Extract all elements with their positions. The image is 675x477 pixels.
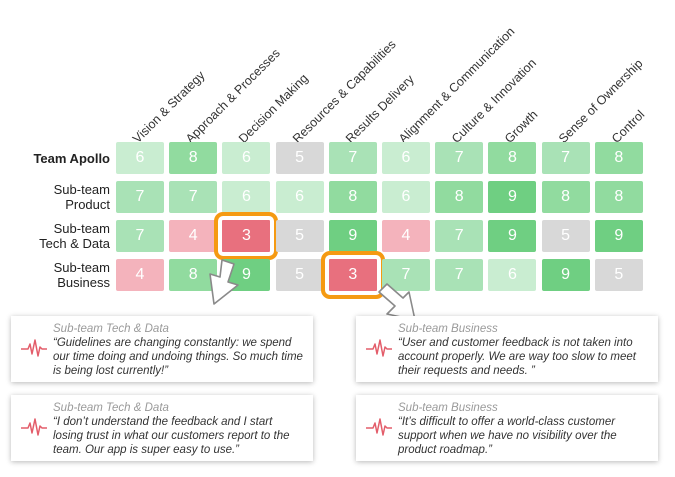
- quote-card: Sub-team Tech & Data “Guidelines are cha…: [11, 316, 313, 382]
- pulse-icon: [366, 418, 392, 436]
- quote-source: Sub-team Business: [398, 323, 498, 335]
- quote-source: Sub-team Business: [398, 402, 498, 414]
- heatmap-cell: 8: [328, 181, 377, 213]
- heatmap-cell: 8: [594, 142, 643, 174]
- quote-text: “It’s difficult to offer a world-class c…: [398, 416, 617, 456]
- column-header: Approach & Processes: [183, 46, 284, 146]
- quote-card: Sub-team Business “It’s difficult to off…: [356, 395, 658, 461]
- heatmap-cell: 7: [169, 181, 218, 213]
- quote-card: Sub-team Business “User and customer fee…: [356, 316, 658, 382]
- heatmap-cell: 8: [488, 142, 537, 174]
- quote-text: “User and customer feedback is not taken…: [398, 337, 636, 377]
- heatmap: Vision & Strategy Approach & Processes Dec…: [33, 24, 648, 299]
- heatmap-cell: 7: [116, 220, 164, 252]
- row-label: Sub-team Product: [53, 182, 110, 212]
- pulse-icon: [21, 418, 47, 436]
- heatmap-cell: 8: [541, 181, 590, 213]
- heatmap-cell: 8: [435, 181, 484, 213]
- column-header: Growth: [502, 107, 541, 146]
- heatmap-cell: 6: [382, 181, 430, 213]
- heatmap-cell: 3: [320, 251, 385, 299]
- quote-card: Sub-team Tech & Data “I don’t understand…: [11, 395, 313, 461]
- heatmap-cell: 6: [275, 181, 324, 213]
- heatmap-cell: 6: [222, 181, 271, 213]
- quote-source: Sub-team Tech & Data: [53, 323, 169, 335]
- heatmap-cell: 8: [169, 142, 218, 174]
- heatmap-cell: 9: [488, 181, 537, 213]
- heatmap-cell: 8: [169, 259, 218, 291]
- heatmap-cell: 6: [382, 142, 430, 174]
- heatmap-cell: 7: [382, 259, 430, 291]
- row-label: Sub-team Tech & Data: [39, 221, 110, 251]
- column-header: Resources & Capabilities: [289, 37, 399, 146]
- heatmap-cell: 9: [328, 220, 377, 252]
- heatmap-cell: 3: [214, 212, 279, 260]
- pulse-icon: [21, 339, 47, 357]
- heatmap-cell: 7: [435, 220, 484, 252]
- column-header: Control: [608, 107, 648, 146]
- heatmap-cell: 7: [435, 142, 484, 174]
- heatmap-cell: 7: [328, 142, 377, 174]
- quote-text: “I don’t understand the feedback and I s…: [53, 416, 290, 456]
- heatmap-cell: 7: [116, 181, 164, 213]
- quote-text: “Guidelines are changing constantly: we …: [53, 337, 303, 377]
- heatmap-cell: 6: [116, 142, 164, 174]
- heatmap-cell: 9: [541, 259, 590, 291]
- heatmap-cell: 7: [541, 142, 590, 174]
- heatmap-cell: 9: [594, 220, 643, 252]
- heatmap-cell: 6: [488, 259, 537, 291]
- row-label: Team Apollo: [33, 150, 110, 166]
- quote-source: Sub-team Tech & Data: [53, 402, 169, 414]
- heatmap-cell: 5: [275, 220, 324, 252]
- pulse-icon: [366, 339, 392, 357]
- arrow-icon: [378, 283, 416, 321]
- row-label: Sub-team Business: [53, 260, 110, 290]
- heatmap-cell: 8: [594, 181, 643, 213]
- heatmap-cell: 5: [594, 259, 643, 291]
- heatmap-cell: 6: [222, 142, 271, 174]
- heatmap-cell: 5: [275, 142, 324, 174]
- heatmap-cell: 4: [382, 220, 430, 252]
- heatmap-cell: 5: [541, 220, 590, 252]
- heatmap-cell: 4: [169, 220, 218, 252]
- heatmap-cell: 5: [275, 259, 324, 291]
- heatmap-cell: 7: [435, 259, 484, 291]
- heatmap-cell: 4: [116, 259, 164, 291]
- arrow-icon: [209, 259, 239, 305]
- heatmap-cell: 9: [488, 220, 537, 252]
